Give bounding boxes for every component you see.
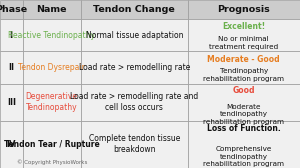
Text: Comprehensive
tendinopathy
rehabilitation program
or surgery: Comprehensive tendinopathy rehabilitatio…: [203, 146, 284, 168]
Bar: [22, 19, 81, 51]
Bar: [0, 121, 22, 168]
Bar: [188, 121, 300, 168]
Text: Tendon Change: Tendon Change: [93, 5, 175, 14]
Text: I: I: [10, 31, 13, 39]
Text: Good: Good: [232, 86, 255, 95]
Text: Loss of Function.: Loss of Function.: [207, 124, 280, 133]
Text: Reactive Tendinopathy: Reactive Tendinopathy: [8, 31, 95, 39]
Bar: [188, 51, 300, 83]
Text: Tendon Dysrepair: Tendon Dysrepair: [18, 63, 85, 72]
Text: Load rate > remodelling rate: Load rate > remodelling rate: [79, 63, 190, 72]
Bar: [0, 51, 22, 83]
Text: Name: Name: [37, 5, 67, 14]
Text: Normal tissue adaptation: Normal tissue adaptation: [85, 31, 183, 39]
Text: Tendinopathy
rehabilitation program: Tendinopathy rehabilitation program: [203, 68, 284, 82]
Bar: [81, 121, 188, 168]
Text: Tendon Tear / Rupture: Tendon Tear / Rupture: [4, 140, 100, 149]
Bar: [0, 83, 22, 121]
Text: Phase: Phase: [0, 5, 27, 14]
Bar: [0, 0, 22, 19]
Bar: [0, 19, 22, 51]
Bar: [81, 0, 188, 19]
Text: © Copyright PhysioWorks: © Copyright PhysioWorks: [16, 159, 87, 165]
Text: Degenerative
Tendinopathy: Degenerative Tendinopathy: [26, 92, 78, 112]
Bar: [81, 83, 188, 121]
Text: Prognosis: Prognosis: [218, 5, 270, 14]
Bar: [188, 0, 300, 19]
Text: Moderate - Good: Moderate - Good: [207, 55, 280, 64]
Bar: [188, 83, 300, 121]
Text: II: II: [8, 63, 14, 72]
Bar: [22, 51, 81, 83]
Text: Moderate
tendinopathy
rehabilitation program: Moderate tendinopathy rehabilitation pro…: [203, 104, 284, 125]
Text: Load rate > remodelling rate and
cell loss occurs: Load rate > remodelling rate and cell lo…: [70, 92, 198, 112]
Text: No or minimal
treatment required: No or minimal treatment required: [209, 36, 278, 50]
Bar: [22, 121, 81, 168]
Text: Complete tendon tissue
breakdown: Complete tendon tissue breakdown: [88, 134, 180, 154]
Bar: [22, 83, 81, 121]
Text: III: III: [7, 98, 16, 107]
Bar: [81, 51, 188, 83]
Bar: [81, 19, 188, 51]
Bar: [22, 0, 81, 19]
Bar: [188, 19, 300, 51]
Text: Excellent!: Excellent!: [222, 23, 266, 31]
Text: IV: IV: [7, 140, 16, 149]
